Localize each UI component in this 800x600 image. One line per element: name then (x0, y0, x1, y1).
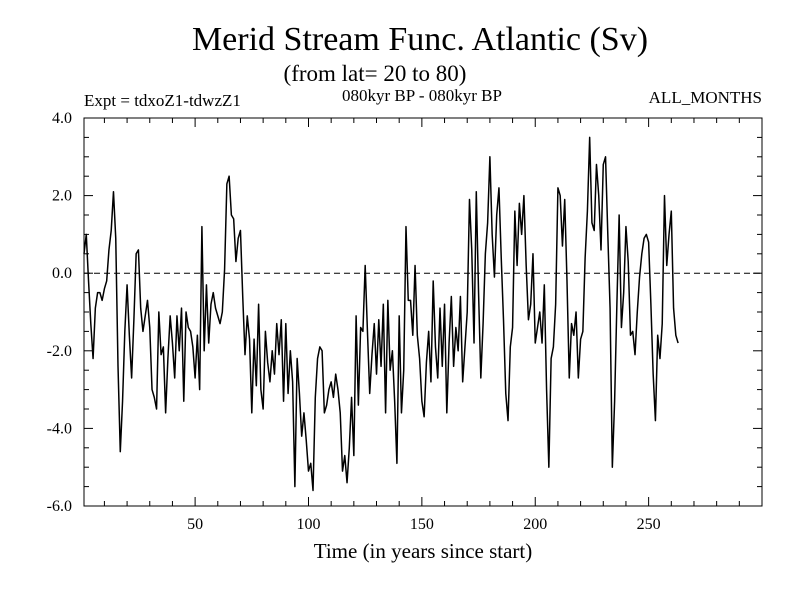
chart-title: Merid Stream Func. Atlantic (Sv) (192, 21, 648, 58)
y-tick-label: -2.0 (47, 343, 72, 360)
plot-frame (83, 117, 763, 507)
y-tick-label: 0.0 (52, 265, 72, 282)
series-layer (83, 136, 679, 492)
y-tick-labels: -6.0 -4.0 -2.0 0.0 2.0 4.0 (47, 110, 72, 515)
period-label: 080kyr BP - 080kyr BP (342, 86, 502, 105)
x-tick-label: 150 (410, 516, 434, 533)
series-line-0 (83, 136, 679, 492)
x-axis-label: Time (in years since start) (314, 539, 533, 563)
y-tick-label: -6.0 (47, 498, 72, 515)
months-label: ALL_MONTHS (649, 88, 762, 107)
chart-subtitle: (from lat= 20 to 80) (284, 61, 467, 86)
y-tick-label: -4.0 (47, 420, 72, 437)
y-tick-label: 2.0 (52, 188, 72, 205)
experiment-label: Expt = tdxoZ1-tdwzZ1 (84, 91, 241, 110)
x-tick-label: 250 (637, 516, 661, 533)
y-tick-label: 4.0 (52, 110, 72, 127)
x-tick-label: 200 (523, 516, 547, 533)
x-tick-labels: 50 100 150 200 250 (187, 516, 661, 533)
x-tick-label: 50 (187, 516, 203, 533)
x-tick-label: 100 (296, 516, 320, 533)
